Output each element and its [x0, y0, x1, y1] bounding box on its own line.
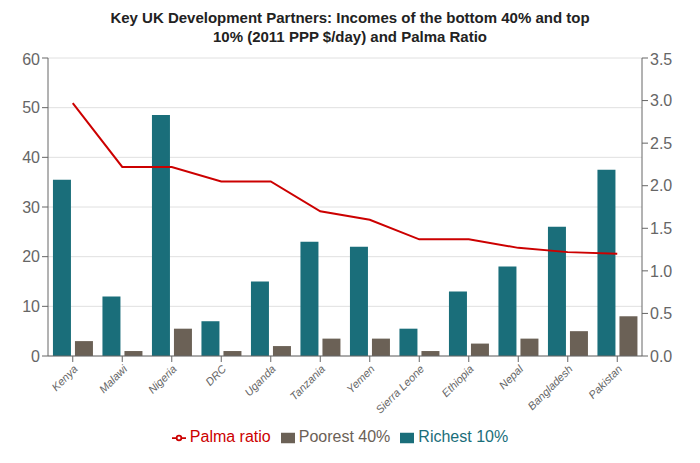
svg-text:40: 40 — [22, 149, 40, 166]
svg-text:Ethiopia: Ethiopia — [439, 363, 476, 400]
svg-text:1.5: 1.5 — [650, 220, 672, 237]
html-text:Key UK Development Partners: I: Key UK Development Partners: Incomes of … — [110, 9, 590, 26]
svg-text:Sierra Leone: Sierra Leone — [373, 363, 426, 416]
svg-text:50: 50 — [22, 99, 40, 116]
svg-text:Malawi: Malawi — [97, 362, 130, 395]
svg-text:Kenya: Kenya — [49, 363, 80, 394]
svg-text:60: 60 — [22, 51, 40, 68]
svg-text:0.0: 0.0 — [650, 348, 672, 365]
svg-text:20: 20 — [22, 248, 40, 265]
svg-text:3.5: 3.5 — [650, 51, 672, 68]
html-text:10% (2011 PPP $/day) and Palma: 10% (2011 PPP $/day) and Palma Ratio — [213, 28, 487, 45]
svg-text:10: 10 — [22, 298, 40, 315]
svg-text:Nigeria: Nigeria — [146, 363, 179, 396]
html-text:Poorest 40%: Poorest 40% — [298, 428, 391, 445]
html-text:Richest 10%: Richest 10% — [418, 428, 509, 445]
svg-text:0: 0 — [31, 348, 40, 365]
svg-text:Uganda: Uganda — [242, 363, 278, 399]
svg-text:Bangladesh: Bangladesh — [525, 363, 575, 413]
svg-text:2.0: 2.0 — [650, 177, 672, 194]
svg-text:Tanzania: Tanzania — [288, 363, 328, 403]
html-text:Palma ratio: Palma ratio — [189, 428, 271, 445]
svg-text:Nepal: Nepal — [497, 362, 526, 391]
svg-text:30: 30 — [22, 199, 40, 216]
svg-text:Yemen: Yemen — [344, 363, 377, 396]
svg-text:3.0: 3.0 — [650, 92, 672, 109]
svg-text:0.5: 0.5 — [650, 305, 672, 322]
svg-text:1.0: 1.0 — [650, 263, 672, 280]
svg-text:Pakistan: Pakistan — [586, 363, 624, 401]
svg-text:DRC: DRC — [203, 363, 228, 388]
svg-text:2.5: 2.5 — [650, 135, 672, 152]
